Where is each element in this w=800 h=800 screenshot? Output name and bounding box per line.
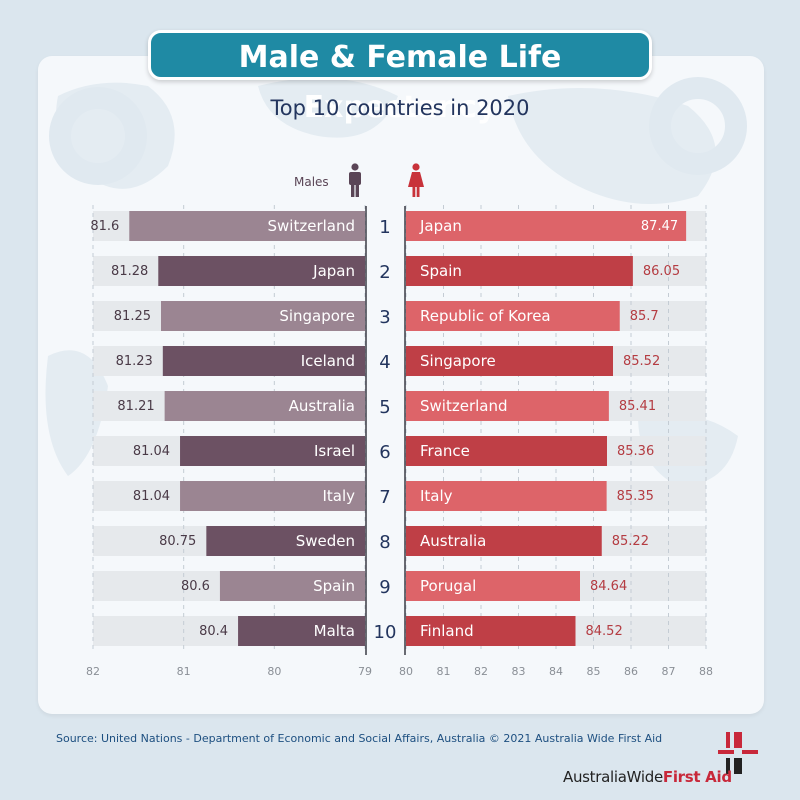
male-country-label: Switzerland bbox=[268, 217, 356, 235]
female-bar bbox=[406, 256, 633, 286]
female-value-label: 85.41 bbox=[619, 399, 656, 414]
female-country-label: Singapore bbox=[420, 352, 496, 370]
female-value-label: 85.52 bbox=[623, 354, 660, 369]
male-value-label: 80.75 bbox=[159, 534, 196, 549]
female-tick-label: 88 bbox=[699, 665, 713, 678]
female-bar bbox=[406, 481, 607, 511]
female-bar bbox=[406, 391, 609, 421]
female-tick-label: 81 bbox=[437, 665, 451, 678]
male-country-label: Israel bbox=[314, 442, 355, 460]
male-tick-label: 82 bbox=[86, 665, 100, 678]
male-country-label: Spain bbox=[313, 577, 355, 595]
male-value-label: 81.6 bbox=[90, 219, 119, 234]
legend-males: Males bbox=[294, 175, 329, 189]
female-tick-label: 83 bbox=[512, 665, 526, 678]
male-value-label: 80.4 bbox=[199, 624, 228, 639]
male-value-label: 81.25 bbox=[114, 309, 151, 324]
male-bar bbox=[219, 571, 365, 601]
male-value-label: 81.28 bbox=[111, 264, 148, 279]
brand-name-part1: AustraliaWide bbox=[563, 768, 663, 786]
male-value-label: 80.6 bbox=[181, 579, 210, 594]
female-value-label: 85.22 bbox=[612, 534, 649, 549]
first-aid-cross-logo-icon bbox=[718, 732, 758, 774]
female-bar bbox=[406, 346, 613, 376]
rank-label: 5 bbox=[379, 397, 390, 418]
female-value-label: 85.35 bbox=[617, 489, 654, 504]
female-bar bbox=[406, 211, 687, 241]
male-country-label: Australia bbox=[289, 397, 355, 415]
male-country-label: Malta bbox=[314, 622, 355, 640]
rank-label: 10 bbox=[374, 622, 397, 643]
rank-label: 1 bbox=[379, 217, 390, 238]
source-note: Source: United Nations - Department of E… bbox=[56, 732, 663, 745]
female-country-label: Finland bbox=[420, 622, 474, 640]
male-country-label: Sweden bbox=[296, 532, 355, 550]
rank-label: 2 bbox=[379, 262, 390, 283]
male-bar bbox=[158, 256, 365, 286]
female-tick-label: 85 bbox=[587, 665, 601, 678]
world-map-watermark bbox=[45, 77, 747, 486]
female-value-label: 85.7 bbox=[630, 309, 659, 324]
rank-label: 4 bbox=[379, 352, 390, 373]
female-country-label: Australia bbox=[420, 532, 486, 550]
male-tick-label: 79 bbox=[358, 665, 372, 678]
female-country-label: Spain bbox=[420, 262, 462, 280]
brand-logo-text: AustraliaWideFirst Aid bbox=[563, 768, 732, 786]
female-country-label: Italy bbox=[420, 487, 453, 505]
rank-label: 3 bbox=[379, 307, 390, 328]
rank-label: 8 bbox=[379, 532, 390, 553]
male-bar bbox=[180, 481, 365, 511]
male-tick-label: 81 bbox=[177, 665, 191, 678]
brand-name-part2: First Aid bbox=[662, 768, 732, 786]
female-value-label: 84.64 bbox=[590, 579, 627, 594]
female-tick-label: 82 bbox=[474, 665, 488, 678]
female-tick-label: 84 bbox=[549, 665, 563, 678]
female-value-label: 84.52 bbox=[586, 624, 623, 639]
rank-label: 7 bbox=[379, 487, 390, 508]
rank-label: 9 bbox=[379, 577, 390, 598]
female-value-label: 87.47 bbox=[641, 219, 678, 234]
female-country-label: Japan bbox=[419, 217, 462, 235]
female-value-label: 86.05 bbox=[643, 264, 680, 279]
male-country-label: Singapore bbox=[279, 307, 355, 325]
male-value-label: 81.21 bbox=[117, 399, 154, 414]
female-bar bbox=[406, 616, 576, 646]
male-tick-label: 80 bbox=[267, 665, 281, 678]
female-bar bbox=[406, 526, 602, 556]
male-country-label: Japan bbox=[312, 262, 355, 280]
female-tick-label: 86 bbox=[624, 665, 638, 678]
male-country-label: Iceland bbox=[301, 352, 355, 370]
female-value-label: 85.36 bbox=[617, 444, 654, 459]
female-country-label: France bbox=[420, 442, 470, 460]
male-bar bbox=[129, 211, 365, 241]
male-value-label: 81.04 bbox=[133, 489, 170, 504]
chart-title: Male & Female Life Expectancy bbox=[148, 30, 652, 125]
female-country-label: Republic of Korea bbox=[420, 307, 551, 325]
female-person-icon bbox=[408, 163, 424, 197]
female-bar bbox=[406, 301, 620, 331]
chart-subtitle: Top 10 countries in 2020 bbox=[270, 96, 530, 120]
female-bar bbox=[406, 571, 580, 601]
female-tick-label: 87 bbox=[662, 665, 676, 678]
male-bar bbox=[180, 436, 365, 466]
male-bar bbox=[164, 391, 365, 421]
male-value-label: 81.23 bbox=[116, 354, 153, 369]
male-person-icon bbox=[349, 163, 361, 197]
male-value-label: 81.04 bbox=[133, 444, 170, 459]
male-bar bbox=[161, 301, 365, 331]
male-bar bbox=[206, 526, 365, 556]
female-country-label: Switzerland bbox=[420, 397, 508, 415]
male-bar bbox=[162, 346, 365, 376]
rank-label: 6 bbox=[379, 442, 390, 463]
female-country-label: Porugal bbox=[420, 577, 476, 595]
male-country-label: Italy bbox=[322, 487, 355, 505]
male-bar bbox=[238, 616, 365, 646]
chart-card bbox=[38, 56, 764, 714]
female-tick-label: 80 bbox=[399, 665, 413, 678]
female-bar bbox=[406, 436, 607, 466]
